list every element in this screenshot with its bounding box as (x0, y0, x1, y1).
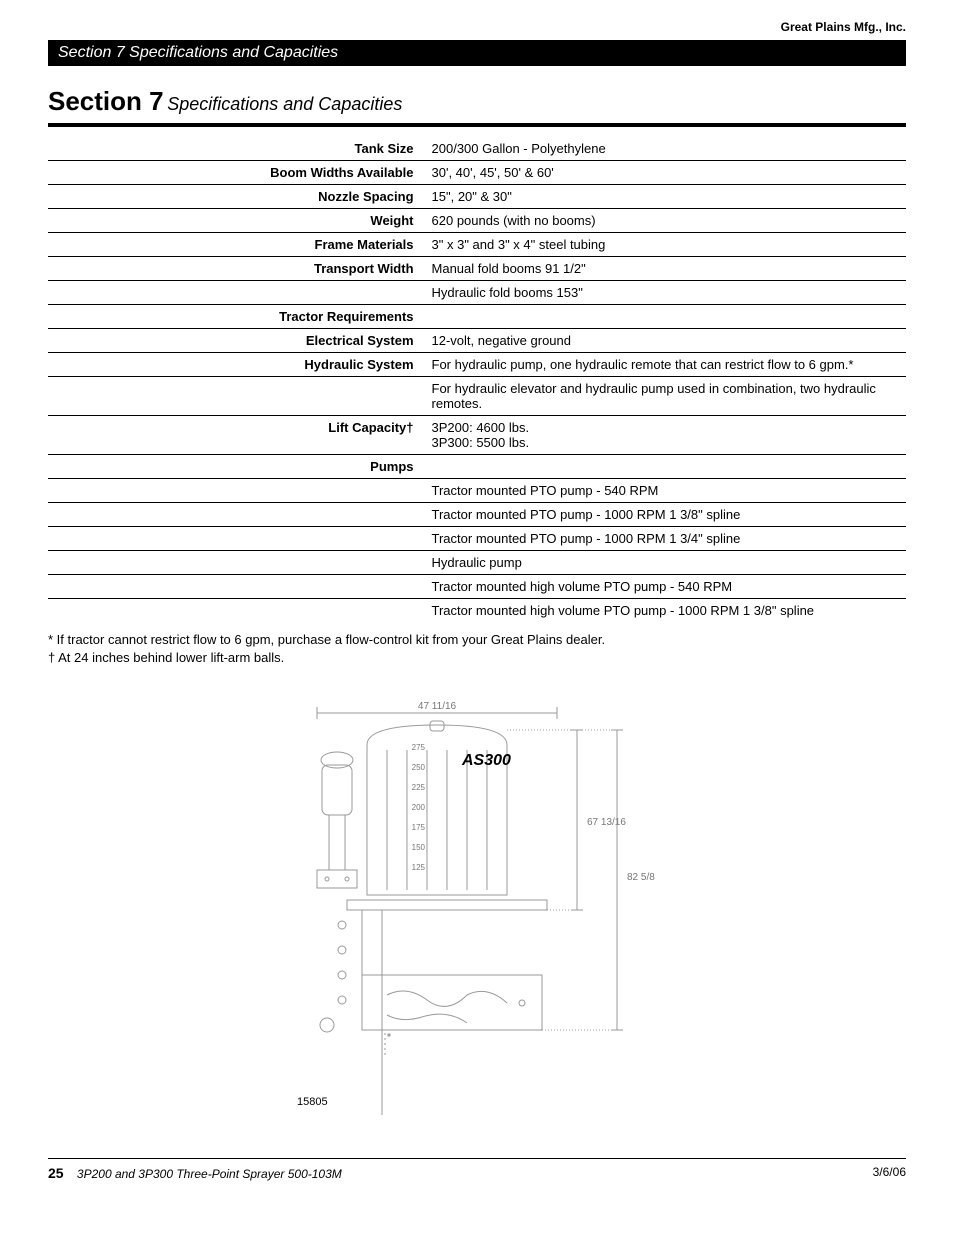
svg-text:15805: 15805 (297, 1096, 328, 1108)
footnote-2: † At 24 inches behind lower lift-arm bal… (48, 650, 906, 665)
spec-label: Tractor Requirements (48, 305, 426, 329)
company-name: Great Plains Mfg., Inc. (48, 20, 906, 34)
table-row: Hydraulic pump (48, 551, 906, 575)
table-row: Tractor mounted PTO pump - 540 RPM (48, 479, 906, 503)
spec-value (426, 305, 906, 329)
spec-label: Boom Widths Available (48, 161, 426, 185)
table-row: Hydraulic SystemFor hydraulic pump, one … (48, 353, 906, 377)
table-row: Tractor mounted PTO pump - 1000 RPM 1 3/… (48, 503, 906, 527)
footnote-1: * If tractor cannot restrict flow to 6 g… (48, 632, 906, 647)
spec-label: Transport Width (48, 257, 426, 281)
spec-value: 620 pounds (with no booms) (426, 209, 906, 233)
table-row: Lift Capacity†3P200: 4600 lbs.3P300: 550… (48, 416, 906, 455)
section-title: Section 7 Specifications and Capacities (48, 86, 906, 127)
svg-text:47 11/16: 47 11/16 (418, 701, 457, 712)
spec-value: Tractor mounted PTO pump - 1000 RPM 1 3/… (426, 527, 906, 551)
spec-value: 12-volt, negative ground (426, 329, 906, 353)
spec-value: 3" x 3" and 3" x 4" steel tubing (426, 233, 906, 257)
spec-label (48, 503, 426, 527)
svg-text:275: 275 (412, 743, 426, 752)
spec-value: For hydraulic pump, one hydraulic remote… (426, 353, 906, 377)
spec-label: Lift Capacity† (48, 416, 426, 455)
svg-text:175: 175 (412, 823, 426, 832)
page-number: 25 (48, 1165, 64, 1181)
spec-value: Tractor mounted PTO pump - 1000 RPM 1 3/… (426, 503, 906, 527)
spec-table: Tank Size200/300 Gallon - PolyethyleneBo… (48, 137, 906, 622)
spec-value: Hydraulic fold booms 153" (426, 281, 906, 305)
spec-label (48, 575, 426, 599)
table-row: Tractor mounted PTO pump - 1000 RPM 1 3/… (48, 527, 906, 551)
footer-title: 3P200 and 3P300 Three-Point Sprayer 500-… (77, 1167, 342, 1181)
spec-label: Nozzle Spacing (48, 185, 426, 209)
table-row: Frame Materials3" x 3" and 3" x 4" steel… (48, 233, 906, 257)
svg-text:225: 225 (412, 783, 426, 792)
spec-label: Hydraulic System (48, 353, 426, 377)
svg-text:67 13/16: 67 13/16 (587, 817, 626, 828)
table-row: Electrical System12-volt, negative groun… (48, 329, 906, 353)
table-row: Boom Widths Available30', 40', 45', 50' … (48, 161, 906, 185)
spec-value: 3P200: 4600 lbs.3P300: 5500 lbs. (426, 416, 906, 455)
table-row: Pumps (48, 455, 906, 479)
spec-label (48, 377, 426, 416)
table-row: Weight620 pounds (with no booms) (48, 209, 906, 233)
spec-label: Tank Size (48, 137, 426, 161)
footer-date: 3/6/06 (873, 1165, 906, 1181)
spec-value: 15", 20" & 30" (426, 185, 906, 209)
sprayer-diagram: 47 11/16 275 250 225 200 175 150 125 AS300 67 13/… (277, 695, 677, 1125)
section-banner: Section 7 Specifications and Capacities (48, 40, 906, 66)
spec-label (48, 281, 426, 305)
section-subtitle: Specifications and Capacities (167, 94, 402, 114)
spec-value: Manual fold booms 91 1/2" (426, 257, 906, 281)
spec-value: Tractor mounted PTO pump - 540 RPM (426, 479, 906, 503)
svg-text:200: 200 (412, 803, 426, 812)
table-row: Tractor mounted high volume PTO pump - 1… (48, 599, 906, 623)
spec-label (48, 479, 426, 503)
svg-text:82 5/8: 82 5/8 (627, 872, 655, 883)
table-row: Tractor mounted high volume PTO pump - 5… (48, 575, 906, 599)
spec-label (48, 527, 426, 551)
spec-label: Electrical System (48, 329, 426, 353)
table-row: Tank Size200/300 Gallon - Polyethylene (48, 137, 906, 161)
footnotes: * If tractor cannot restrict flow to 6 g… (48, 632, 906, 665)
diagram-container: 47 11/16 275 250 225 200 175 150 125 AS300 67 13/… (48, 695, 906, 1128)
svg-text:125: 125 (412, 863, 426, 872)
spec-value: Tractor mounted high volume PTO pump - 5… (426, 575, 906, 599)
spec-value: Hydraulic pump (426, 551, 906, 575)
spec-value: For hydraulic elevator and hydraulic pum… (426, 377, 906, 416)
table-row: Hydraulic fold booms 153" (48, 281, 906, 305)
spec-label: Pumps (48, 455, 426, 479)
svg-text:150: 150 (412, 843, 426, 852)
page-footer: 25 3P200 and 3P300 Three-Point Sprayer 5… (48, 1158, 906, 1181)
spec-value: 30', 40', 45', 50' & 60' (426, 161, 906, 185)
table-row: Nozzle Spacing15", 20" & 30" (48, 185, 906, 209)
table-row: Transport WidthManual fold booms 91 1/2" (48, 257, 906, 281)
spec-value (426, 455, 906, 479)
svg-text:AS300: AS300 (461, 752, 511, 769)
svg-text:250: 250 (412, 763, 426, 772)
spec-label: Weight (48, 209, 426, 233)
spec-value: 200/300 Gallon - Polyethylene (426, 137, 906, 161)
spec-label (48, 551, 426, 575)
table-row: For hydraulic elevator and hydraulic pum… (48, 377, 906, 416)
spec-label: Frame Materials (48, 233, 426, 257)
spec-label (48, 599, 426, 623)
table-row: Tractor Requirements (48, 305, 906, 329)
section-number: Section 7 (48, 86, 164, 116)
spec-value: Tractor mounted high volume PTO pump - 1… (426, 599, 906, 623)
